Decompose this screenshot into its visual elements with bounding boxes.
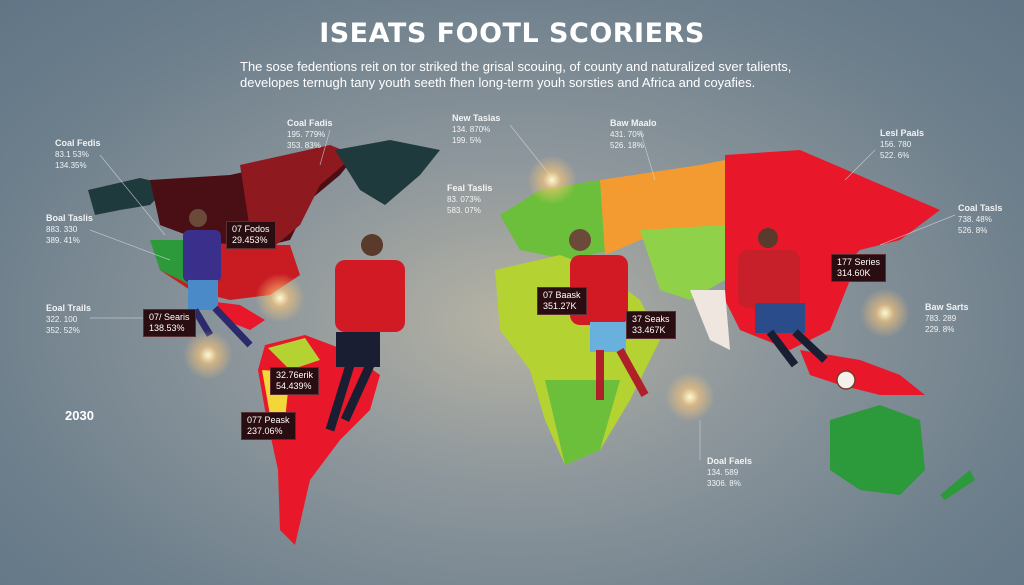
stat-label: Coal Tasls 738. 48% 526. 8% [958,203,1002,236]
stat-value: 353. 83% [287,141,321,150]
player-stat-box: 37 Seaks 33.467K [626,311,676,339]
box-title: 077 Peask [247,415,290,425]
player-stat-box: 07/ Searis 138.53% [143,309,196,337]
box-title: 32.76erik [276,370,314,380]
stat-value: 134.35% [55,161,87,170]
stat-value: 134. 589 [707,468,739,477]
stat-label: Lesl Paals 156. 780 522. 6% [880,128,924,161]
stat-title: Boal Taslis [46,213,93,223]
stat-value: 526. 18% [610,141,644,150]
box-value: 314.60K [837,268,871,278]
year-label: 2030 [65,408,94,423]
stat-value: 229. 8% [925,325,955,334]
stat-label: Baw Maalo 431. 70% 526. 18% [610,118,657,151]
player-stat-box: 07 Baask 351.27K [537,287,587,315]
box-title: 177 Series [837,257,881,267]
stat-value: 83. 073% [447,195,481,204]
player-4 [738,228,856,390]
stat-value: 3306. 8% [707,479,741,488]
page-subtitle: The sose fedentions reit on tor striked … [240,59,792,90]
usa-west-region [150,240,190,285]
new-zealand-region [940,470,975,500]
stat-value: 156. 780 [880,140,912,149]
stat-title: Eoal Trails [46,303,92,313]
box-value: 237.06% [247,426,283,436]
stat-title: Coal Fedis [55,138,101,148]
stat-title: Doal Faels [707,456,753,466]
stat-value: 352. 52% [46,326,80,335]
page-title: ISEATS FOOTL SCORIERS [319,18,705,49]
football-icon [836,370,856,390]
stat-title: Coal Tasls [958,203,1003,213]
india-region [690,290,730,350]
box-title: 07 Fodos [232,224,270,234]
stat-title: Coal Fadis [287,118,333,128]
stat-label: Coal Fadis 195. 779% 353. 83% [287,118,333,151]
stat-title: Baw Sarts [925,302,969,312]
alaska-region [88,178,170,215]
box-title: 07/ Searis [149,312,190,322]
stat-label: Coal Fedis 83.1 53% 134.35% [55,138,101,171]
stat-value: 83.1 53% [55,150,89,159]
stat-value: 389. 41% [46,236,80,245]
player-stat-box: 07 Fodos 29.453% [226,221,276,249]
stat-label: Feal Taslis 83. 073% 583. 07% [447,183,492,216]
box-value: 138.53% [149,323,185,333]
glow-light [183,330,233,380]
player-stat-box: 32.76erik 54.439% [270,367,320,395]
central-asia-region [640,225,725,300]
player-2 [325,234,405,432]
box-title: 07 Baask [543,290,581,300]
box-value: 33.467K [632,325,666,335]
player-stat-box: 077 Peask 237.06% [241,412,296,440]
glow-light [860,288,910,338]
stat-value: 431. 70% [610,130,644,139]
stat-value: 195. 779% [287,130,326,139]
stat-value: 583. 07% [447,206,481,215]
stat-value: 522. 6% [880,151,910,160]
box-value: 29.453% [232,235,268,245]
stat-value: 526. 8% [958,226,988,235]
stat-value: 738. 48% [958,215,992,224]
box-value: 351.27K [543,301,577,311]
stat-title: Lesl Paals [880,128,925,138]
glow-light [527,155,577,205]
player-stat-box: 177 Series 314.60K [831,254,887,282]
greenland-region [335,140,440,205]
stat-title: Feal Taslis [447,183,493,193]
glow-light [255,273,305,323]
glow-light [665,372,715,422]
stat-label: Baw Sarts 783. 289 229. 8% [925,302,969,335]
box-value: 54.439% [276,381,312,391]
stat-label: Eoal Trails 322. 100 352. 52% [46,303,91,336]
south-america-north-region [268,338,320,370]
stat-title: Baw Maalo [610,118,657,128]
southeast-asia-region [800,350,925,395]
stat-label: Boal Taslis 883. 330 389. 41% [46,213,93,246]
stat-value: 883. 330 [46,225,78,234]
stat-label: Doal Faels 134. 589 3306. 8% [707,456,752,489]
africa-south-region [545,380,620,465]
australia-region [830,405,925,495]
stat-title: New Taslas [452,113,501,123]
stat-value: 134. 870% [452,125,491,134]
box-title: 37 Seaks [632,314,670,324]
stat-value: 783. 289 [925,314,957,323]
stat-label: New Taslas 134. 870% 199. 5% [452,113,500,146]
stat-value: 199. 5% [452,136,482,145]
stat-value: 322. 100 [46,315,78,324]
